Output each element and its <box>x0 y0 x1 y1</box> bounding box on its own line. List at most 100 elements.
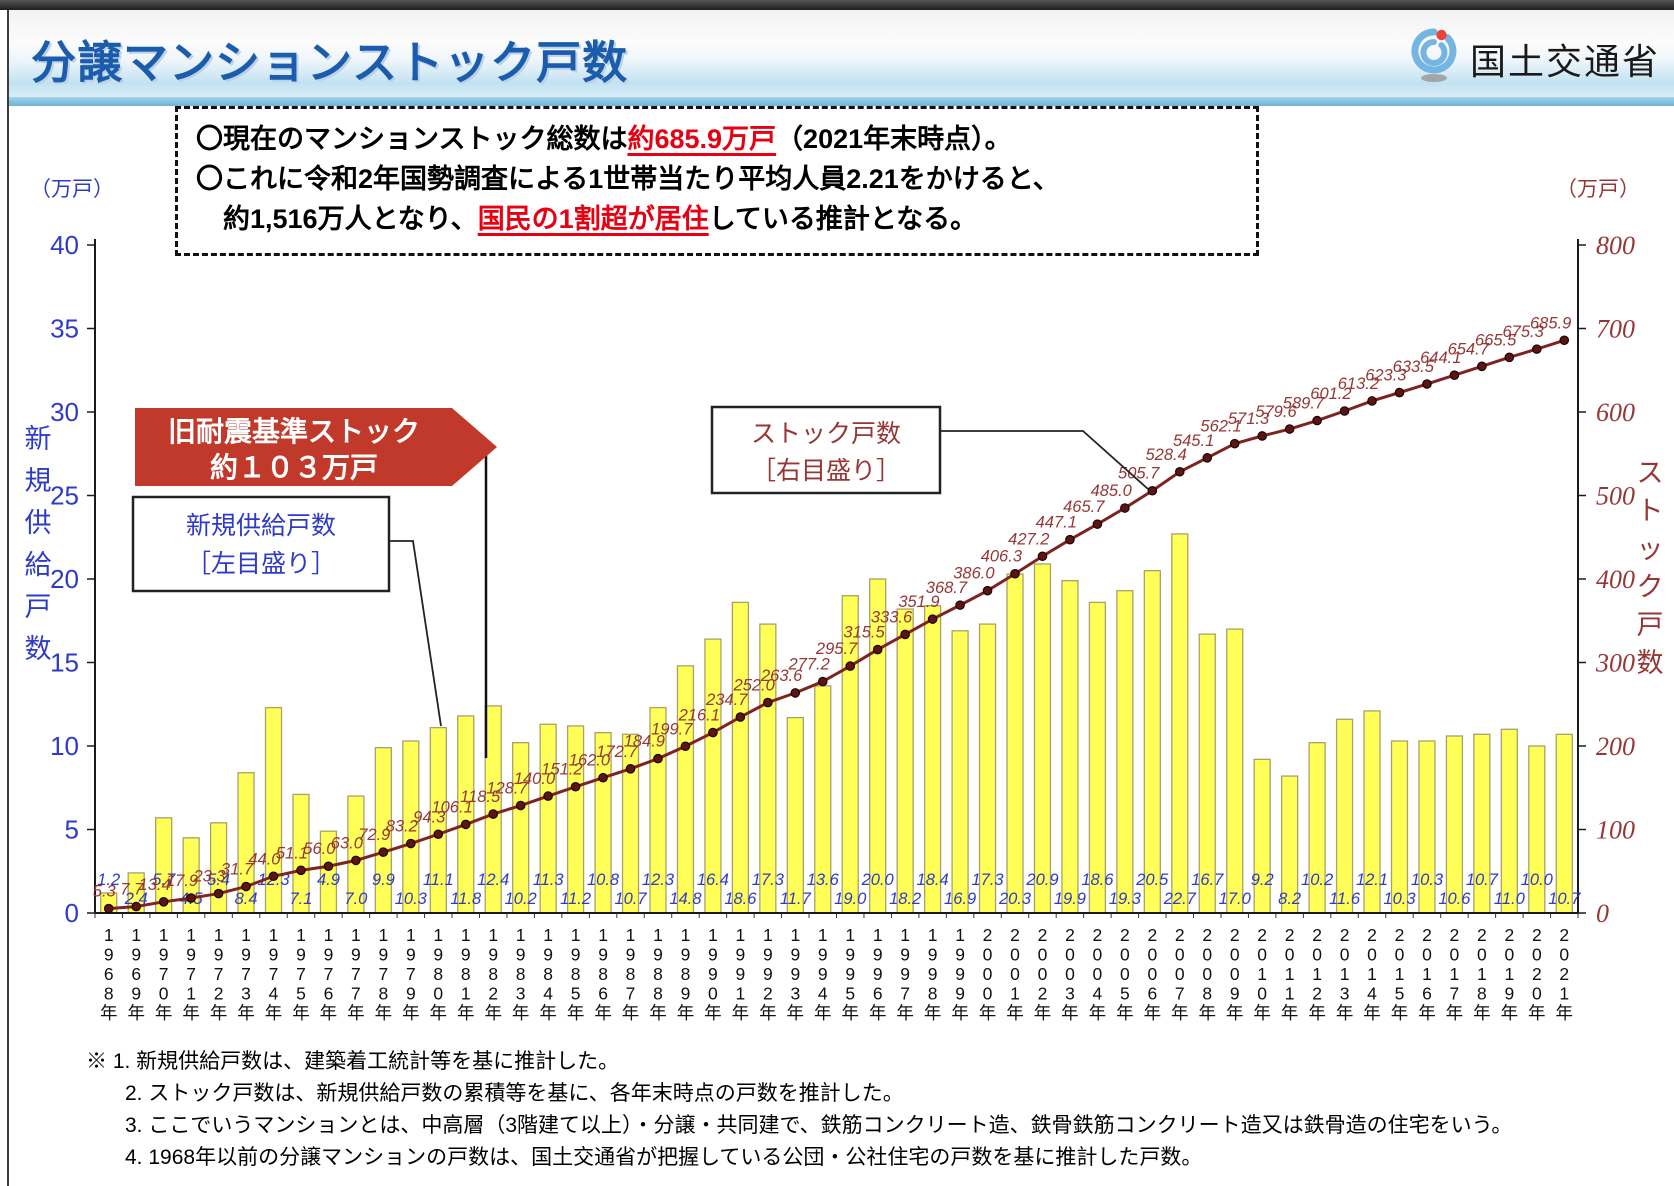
bar-label-1987: 10.7 <box>614 890 647 908</box>
stock-point-2000 <box>982 585 993 596</box>
bar-1999 <box>951 630 969 914</box>
stock-label-2001: 406.3 <box>981 548 1023 566</box>
stock-label-2016: 633.5 <box>1393 358 1435 376</box>
right-axis-unit: （万戸） <box>1556 178 1640 201</box>
stock-label-1971: 17.9 <box>166 872 198 890</box>
stock-label-1998: 351.9 <box>898 593 939 611</box>
stock-label-1969: 7.7 <box>120 881 144 899</box>
bar-label-1983: 10.2 <box>505 890 537 908</box>
stock-label-2017: 644.1 <box>1420 349 1461 367</box>
stock-label-2018: 654.7 <box>1448 340 1490 358</box>
left-axis-tick-label: 15 <box>50 648 79 678</box>
stock-point-2011 <box>1284 424 1295 434</box>
bar-label-2020: 10.0 <box>1521 871 1554 889</box>
right-axis-tick-label: 800 <box>1596 231 1635 260</box>
stock-legend-box <box>710 405 942 495</box>
stock-label-2020: 675.3 <box>1503 323 1545 341</box>
stock-point-2008 <box>1202 453 1213 463</box>
bar-1991 <box>731 601 750 914</box>
stock-label-2021: 685.9 <box>1530 314 1571 332</box>
bar-1993 <box>786 716 804 914</box>
bar-label-1995: 19.0 <box>834 890 867 908</box>
bar-label-1969: 2.4 <box>124 890 148 908</box>
bar-label-1980: 11.1 <box>423 871 454 889</box>
bar-label-1982: 12.4 <box>477 871 509 889</box>
stock-label-1983: 128.7 <box>486 780 528 798</box>
bar-2004 <box>1088 601 1107 914</box>
stock-label-1999: 368.7 <box>926 579 968 597</box>
stock-label-1978: 72.9 <box>358 826 390 844</box>
bar-label-2007: 22.7 <box>1163 890 1197 908</box>
bar-label-2014: 12.1 <box>1356 871 1388 889</box>
bar-label-1973: 8.4 <box>235 890 258 908</box>
bar-label-1991: 18.6 <box>724 890 757 908</box>
supply-legend-callout <box>389 540 442 727</box>
stock-label-1976: 56.0 <box>303 840 336 858</box>
supply-legend-box <box>131 495 391 593</box>
stock-label-1973: 31.7 <box>221 861 254 879</box>
stock-label-2012: 589.7 <box>1283 395 1325 413</box>
bar-label-1968: 1.2 <box>97 871 120 889</box>
footnote-1: ※ 1. 新規供給戸数は、建築着工統計等を基に推計した。 <box>86 1050 620 1073</box>
stock-point-1998 <box>927 614 938 624</box>
stock-point-1983 <box>515 800 526 811</box>
stock-label-1982: 118.5 <box>460 788 501 806</box>
stock-point-1991 <box>735 712 746 722</box>
left-axis-tick-label: 40 <box>50 230 79 260</box>
bar-label-2012: 10.2 <box>1301 871 1333 889</box>
bar-label-2021: 10.7 <box>1548 890 1581 908</box>
stock-point-1993 <box>790 688 801 698</box>
stock-point-1986 <box>598 772 608 783</box>
stock-label-2008: 545.1 <box>1173 432 1214 450</box>
right-axis-tick-label: 200 <box>1596 732 1635 761</box>
footnote-3: 3. ここでいうマンションとは、中高層（3階建て以上）・分譲・共同建で、鉄筋コン… <box>125 1114 1513 1137</box>
stock-label-1968: 5.3 <box>93 883 117 901</box>
stock-point-1975 <box>296 865 306 876</box>
bar-2013 <box>1335 718 1354 914</box>
stock-point-1970 <box>158 897 169 907</box>
bar-label-1992: 17.3 <box>752 871 785 889</box>
bar-label-2018: 10.7 <box>1466 871 1499 889</box>
bar-label-2010: 9.2 <box>1251 871 1274 889</box>
bar-label-2011: 8.2 <box>1278 890 1301 908</box>
stock-label-1979: 83.2 <box>386 818 418 836</box>
bar-label-1994: 13.6 <box>807 871 840 889</box>
stock-label-2009: 562.1 <box>1200 418 1241 436</box>
stock-label-1989: 199.7 <box>651 720 693 738</box>
stock-legend-line2: ［右目盛り］ <box>751 457 901 485</box>
stock-label-2006: 505.7 <box>1118 465 1160 483</box>
right-axis-tick-label: 500 <box>1596 482 1635 511</box>
stock-label-2013: 601.2 <box>1310 385 1351 403</box>
stock-legend-callout <box>940 430 1149 490</box>
bar-label-1981: 11.8 <box>450 890 482 908</box>
stock-label-2015: 623.3 <box>1365 367 1407 385</box>
bar-label-1989: 14.8 <box>669 890 702 908</box>
bar-label-2015: 10.3 <box>1383 890 1416 908</box>
stock-label-2019: 665.5 <box>1475 331 1517 349</box>
bar-1987 <box>621 733 640 914</box>
old-stock-arrow-line2: 約１０３万戸 <box>210 451 378 483</box>
stock-point-2005 <box>1120 503 1130 513</box>
stock-label-1990: 216.1 <box>678 707 720 725</box>
right-axis-title: ストック戸数 <box>1637 458 1664 678</box>
left-axis-unit: （万戸） <box>30 178 114 201</box>
bar-label-1990: 16.4 <box>697 871 729 889</box>
bar-label-2008: 16.7 <box>1191 871 1224 889</box>
stock-label-2011: 579.6 <box>1255 403 1297 421</box>
